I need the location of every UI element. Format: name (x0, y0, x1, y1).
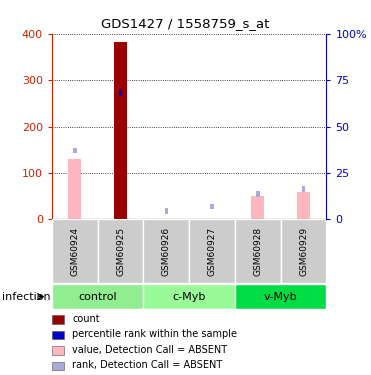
Text: GSM60928: GSM60928 (253, 226, 262, 276)
Bar (52, 331, 65, 339)
Bar (119, 90, 122, 96)
Text: v-Myb: v-Myb (264, 292, 298, 302)
Text: count: count (72, 314, 100, 324)
Bar (235, 219, 281, 283)
Bar (281, 219, 326, 283)
Bar (68, 159, 81, 219)
Text: GSM60924: GSM60924 (70, 227, 79, 276)
Bar (52, 284, 144, 309)
Text: percentile rank within the sample: percentile rank within the sample (72, 330, 237, 339)
Bar (256, 191, 260, 196)
Bar (189, 219, 235, 283)
Text: control: control (78, 292, 117, 302)
Text: value, Detection Call = ABSENT: value, Detection Call = ABSENT (72, 345, 227, 355)
Text: rank, Detection Call = ABSENT: rank, Detection Call = ABSENT (72, 360, 223, 370)
Text: c-Myb: c-Myb (173, 292, 206, 302)
Bar (297, 192, 310, 219)
Bar (73, 148, 77, 153)
Bar (52, 219, 98, 283)
Text: GSM60926: GSM60926 (162, 226, 171, 276)
Bar (144, 284, 235, 309)
Text: infection: infection (2, 292, 50, 302)
Bar (144, 219, 189, 283)
Text: GSM60925: GSM60925 (116, 226, 125, 276)
Bar (302, 186, 305, 192)
Text: GSM60927: GSM60927 (208, 226, 217, 276)
Bar (252, 196, 264, 219)
Bar (164, 208, 168, 214)
Bar (235, 284, 326, 309)
Bar (52, 362, 65, 370)
Text: GSM60929: GSM60929 (299, 226, 308, 276)
Text: GDS1427 / 1558759_s_at: GDS1427 / 1558759_s_at (101, 17, 270, 30)
Bar (210, 204, 214, 209)
Bar (52, 346, 65, 355)
Bar (52, 315, 65, 324)
Bar (114, 42, 127, 219)
Bar (98, 219, 144, 283)
